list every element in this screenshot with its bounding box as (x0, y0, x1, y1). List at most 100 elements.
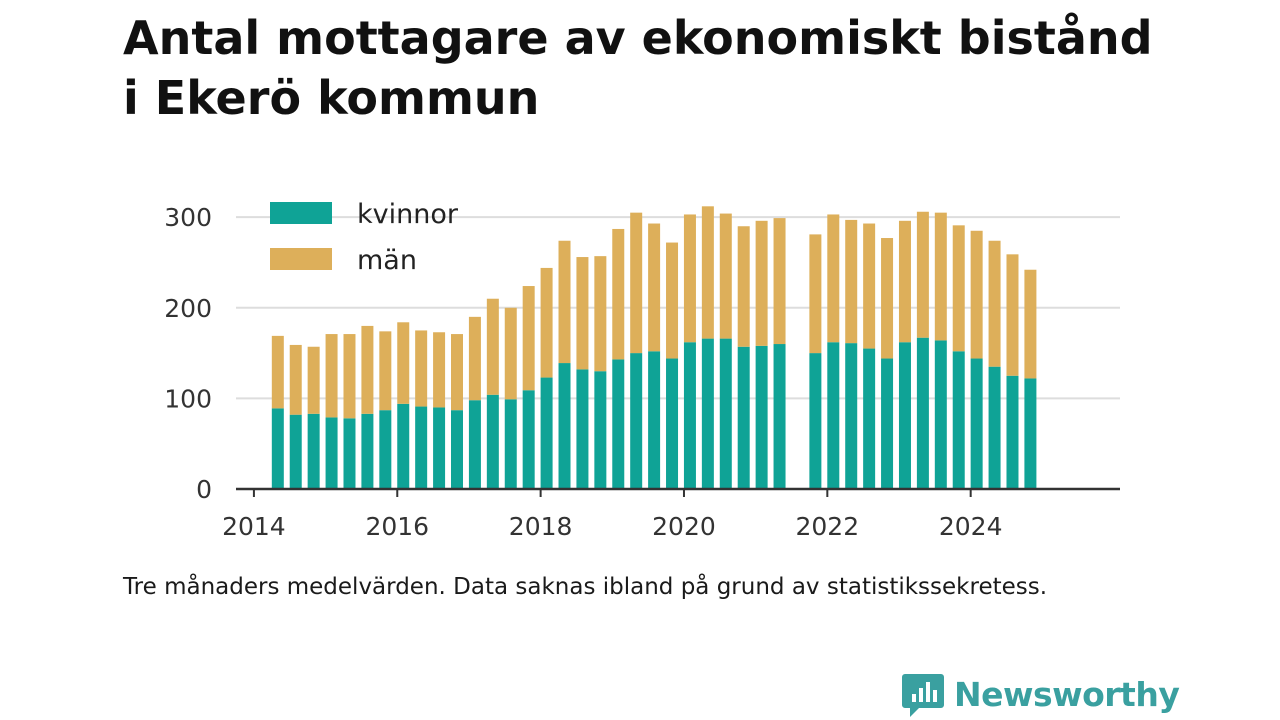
x-tick-label: 2020 (652, 512, 716, 541)
bar-man (594, 256, 607, 372)
bar-man (952, 225, 965, 352)
bar-kvinnor (773, 344, 786, 489)
x-tick-label: 2016 (365, 512, 429, 541)
x-tick-label: 2018 (509, 512, 573, 541)
bar-man (504, 307, 517, 400)
bar-kvinnor (863, 348, 876, 489)
bar-man (773, 218, 786, 345)
bar-man (988, 240, 1001, 367)
bar-kvinnor (952, 351, 965, 489)
bar-man (361, 325, 374, 414)
bar-man (397, 322, 410, 404)
bar-man (630, 212, 643, 354)
bar-man (415, 330, 428, 407)
y-tick-label: 100 (164, 384, 212, 413)
bar-kvinnor (648, 351, 661, 489)
bar-man (486, 298, 499, 395)
bar-kvinnor (845, 343, 858, 489)
bar-man (1024, 269, 1037, 379)
bar-man (845, 219, 858, 344)
bar-kvinnor (271, 408, 284, 489)
bar-kvinnor (468, 400, 481, 489)
bar-kvinnor (737, 346, 750, 489)
y-tick-label: 200 (164, 294, 212, 323)
bar-man (898, 220, 911, 343)
bar-man (522, 286, 535, 391)
bar-kvinnor (522, 390, 535, 489)
legend: kvinnor män (270, 199, 459, 276)
y-tick-label: 0 (196, 475, 212, 504)
legend-label-man: män (357, 245, 417, 276)
bar-man (451, 334, 463, 411)
bar-man (433, 332, 446, 408)
bar-man (666, 242, 679, 359)
bar-man (809, 234, 822, 354)
bar-kvinnor (666, 358, 679, 489)
title-line-2: i Ekerö kommun (123, 71, 540, 125)
y-tick-label: 300 (164, 203, 212, 232)
y-axis-ticks: 0 100 200 300 (164, 203, 212, 504)
bar-kvinnor (683, 342, 696, 489)
bar-man (468, 316, 481, 401)
bar-man (1006, 254, 1019, 376)
bar-kvinnor (433, 407, 446, 489)
bar-man (719, 213, 732, 339)
bar-man (755, 220, 768, 346)
bar-man (881, 238, 894, 359)
bar-kvinnor (934, 340, 947, 489)
bars (271, 206, 1037, 489)
bar-kvinnor (289, 414, 302, 489)
bar-man (827, 214, 840, 343)
bar-kvinnor (1024, 378, 1037, 489)
bar-kvinnor (504, 399, 517, 489)
bar-kvinnor (558, 363, 571, 489)
bar-kvinnor (719, 338, 732, 489)
bar-man (612, 228, 625, 360)
brand-name: Newsworthy (954, 674, 1180, 714)
legend-label-kvinnor: kvinnor (357, 199, 459, 230)
bar-kvinnor (916, 337, 929, 489)
bar-kvinnor (809, 353, 822, 489)
bar-man (970, 230, 983, 359)
bar-kvinnor (307, 413, 320, 489)
x-axis: 2014 2016 2018 2020 2022 2024 (222, 487, 1120, 541)
bar-kvinnor (898, 342, 911, 489)
bar-kvinnor (397, 403, 410, 489)
x-tick-label: 2014 (222, 512, 286, 541)
bar-kvinnor (576, 369, 589, 489)
bar-kvinnor (630, 353, 643, 489)
bar-man (289, 344, 302, 415)
bar-man (916, 211, 929, 338)
bar-kvinnor (988, 366, 1001, 489)
bar-man (934, 212, 947, 341)
bar-kvinnor (755, 345, 768, 489)
chart-note: Tre månaders medelvärden. Data saknas ib… (123, 574, 1048, 600)
newsworthy-logo-icon (902, 674, 944, 717)
x-tick-label: 2022 (796, 512, 860, 541)
bar-man (648, 223, 661, 352)
bar-man (307, 346, 320, 414)
bar-man (558, 240, 571, 364)
bar-kvinnor (540, 377, 553, 489)
x-tick-label: 2024 (939, 512, 1003, 541)
bar-kvinnor (970, 358, 983, 489)
bar-kvinnor (486, 394, 499, 489)
legend-swatch-kvinnor (270, 202, 332, 224)
bar-man (683, 214, 696, 343)
bar-kvinnor (379, 410, 392, 489)
bar-kvinnor (361, 413, 374, 489)
bar-man (379, 331, 392, 411)
bar-kvinnor (827, 342, 840, 489)
legend-swatch-man (270, 248, 332, 270)
bar-kvinnor (701, 338, 714, 489)
bar-man (271, 335, 284, 409)
bar-kvinnor (415, 406, 428, 489)
bar-kvinnor (325, 417, 338, 489)
bar-man (325, 334, 338, 418)
bar-kvinnor (612, 359, 625, 489)
bar-man (737, 226, 750, 347)
bar-man (863, 223, 876, 349)
bar-man (343, 334, 356, 419)
bar-man (701, 206, 714, 339)
